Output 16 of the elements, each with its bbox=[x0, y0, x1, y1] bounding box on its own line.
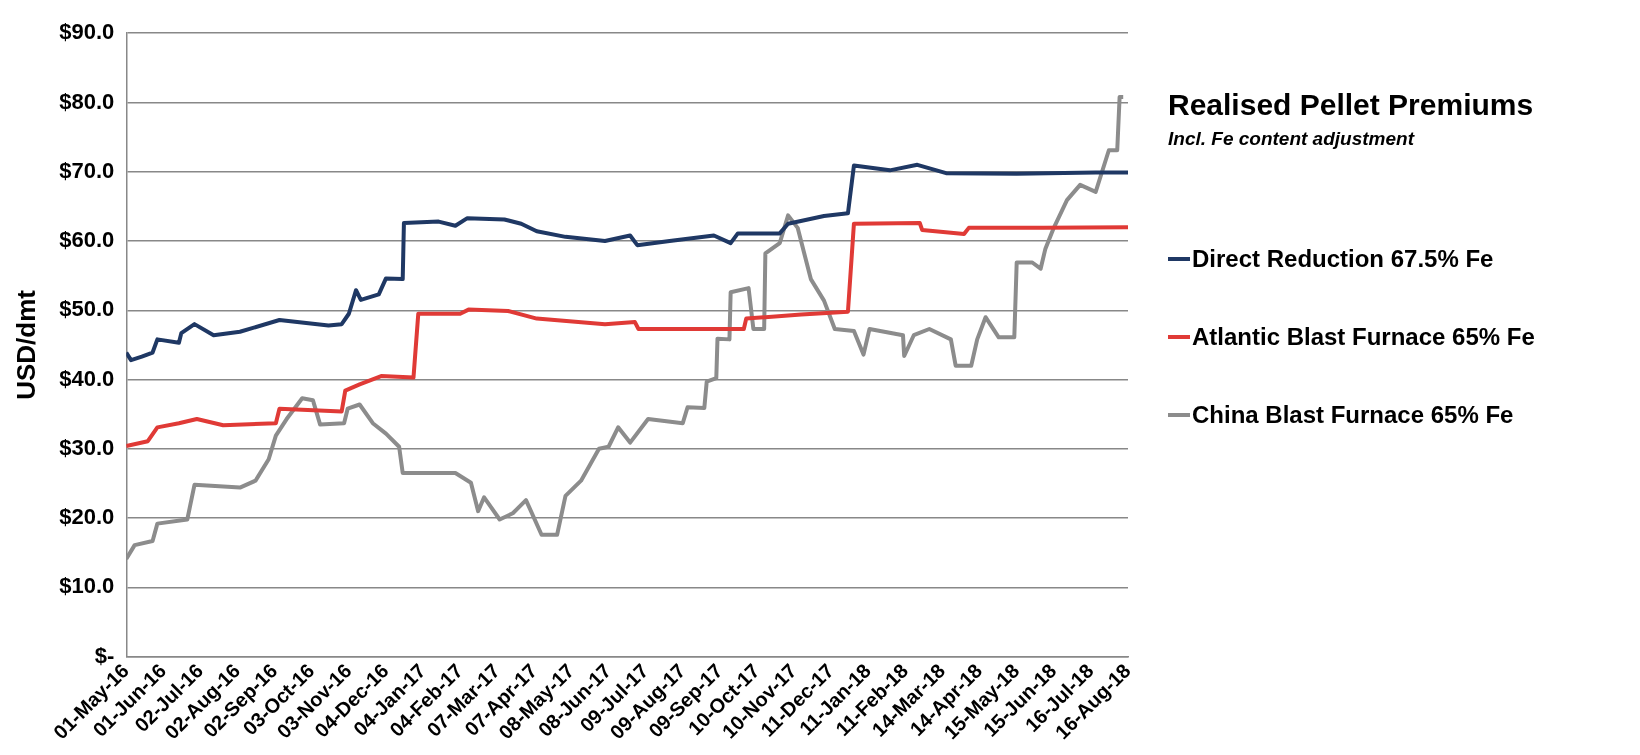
y-tick-label: $60.0 bbox=[59, 227, 115, 253]
y-tick-label: $90.0 bbox=[59, 19, 115, 45]
y-tick-label: $70.0 bbox=[59, 157, 115, 183]
y-tick-label: $30.0 bbox=[59, 434, 115, 460]
legend-label: Direct Reduction 67.5% Fe bbox=[1192, 245, 1494, 273]
y-tick-label: $40.0 bbox=[59, 365, 115, 391]
y-tick-label: $80.0 bbox=[59, 88, 115, 114]
legend-label: Atlantic Blast Furnace 65% Fe bbox=[1192, 323, 1535, 351]
legend-label: China Blast Furnace 65% Fe bbox=[1192, 401, 1514, 429]
y-tick-label: $20.0 bbox=[59, 504, 115, 530]
text: Realised Pellet Premiums bbox=[1168, 88, 1535, 122]
y-axis-title: USD/dmt bbox=[10, 289, 41, 400]
y-tick-label: $10.0 bbox=[59, 573, 115, 599]
y-tick-label: $50.0 bbox=[59, 296, 115, 322]
text: Incl. Fe content adjustment bbox=[1168, 128, 1416, 150]
y-tick-label: $- bbox=[94, 642, 115, 668]
